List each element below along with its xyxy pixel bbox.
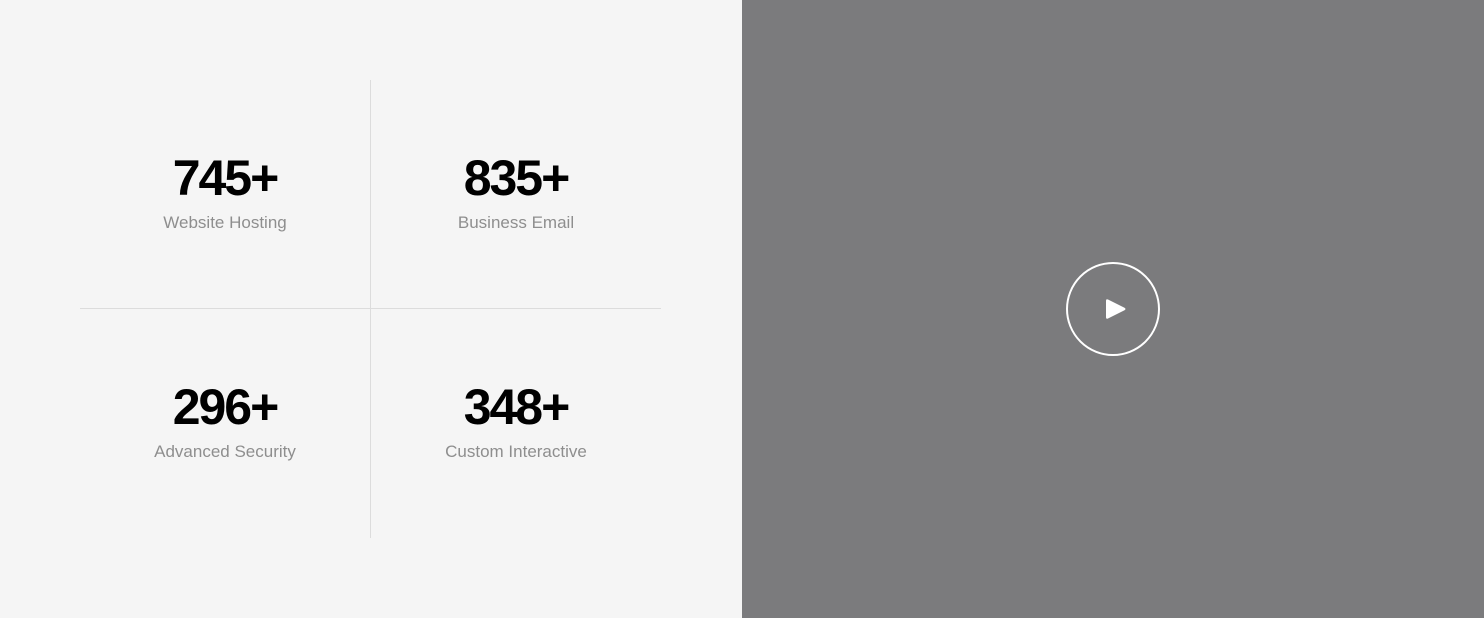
play-icon: [1105, 299, 1125, 319]
stat-website-hosting: 745+ Website Hosting: [80, 80, 370, 308]
stats-panel: 745+ Website Hosting 835+ Business Email…: [80, 80, 661, 538]
stat-business-email: 835+ Business Email: [371, 80, 661, 308]
stat-label: Business Email: [457, 213, 575, 232]
stat-label: Custom Interactive: [445, 442, 587, 461]
stat-value: 745+: [172, 150, 280, 206]
stat-custom-interactive: 348+ Custom Interactive: [371, 309, 661, 537]
horizontal-divider: [80, 308, 661, 309]
vertical-divider: [370, 80, 371, 538]
stats-grid: 745+ Website Hosting 835+ Business Email…: [80, 80, 661, 538]
stat-value: 835+: [463, 150, 571, 206]
stat-advanced-security: 296+ Advanced Security: [80, 309, 370, 537]
stat-label: Website Hosting: [163, 213, 287, 232]
stat-value: 296+: [172, 379, 280, 435]
stat-value: 348+: [463, 379, 571, 435]
play-button[interactable]: [1066, 262, 1160, 356]
video-panel[interactable]: [742, 0, 1484, 618]
stat-label: Advanced Security: [154, 442, 296, 461]
